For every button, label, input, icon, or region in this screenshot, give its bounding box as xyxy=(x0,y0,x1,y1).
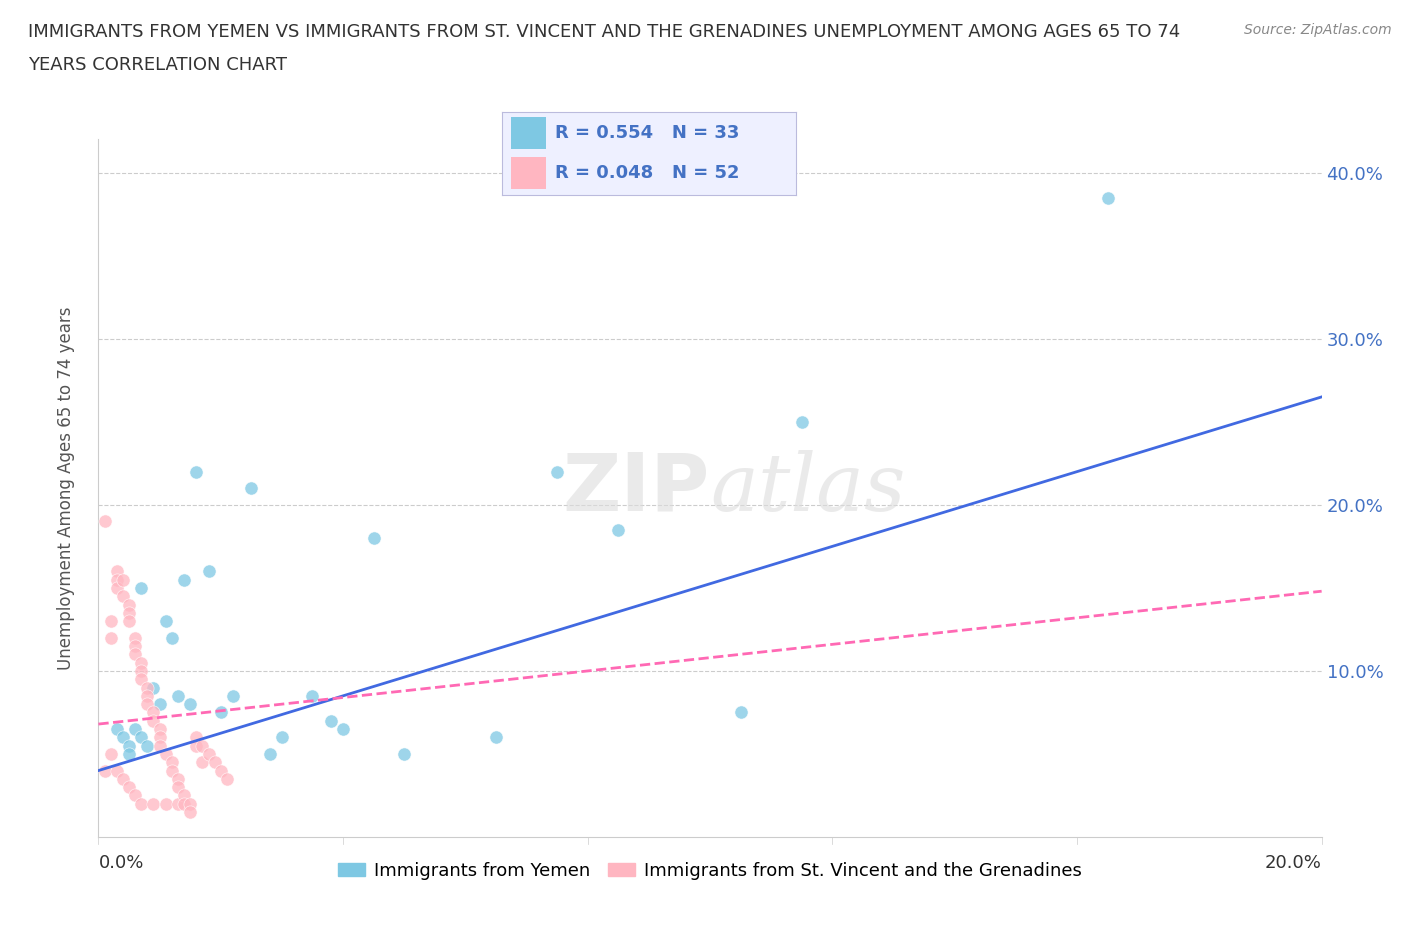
Point xyxy=(197,564,219,578)
Point xyxy=(105,564,128,578)
Point xyxy=(136,697,159,711)
Point xyxy=(129,580,152,595)
Point xyxy=(179,697,201,711)
Point xyxy=(100,747,122,762)
Point xyxy=(118,747,141,762)
Point xyxy=(167,688,190,703)
Point xyxy=(93,764,115,778)
Point xyxy=(204,755,226,770)
Point xyxy=(136,738,159,753)
Point xyxy=(118,597,141,612)
Y-axis label: Unemployment Among Ages 65 to 74 years: Unemployment Among Ages 65 to 74 years xyxy=(56,307,75,670)
Point xyxy=(160,755,183,770)
Point xyxy=(149,738,172,753)
Point xyxy=(136,680,159,695)
Point xyxy=(111,730,134,745)
Point xyxy=(209,705,232,720)
Point xyxy=(485,730,508,745)
Point xyxy=(167,779,190,794)
Text: Source: ZipAtlas.com: Source: ZipAtlas.com xyxy=(1244,23,1392,37)
Point xyxy=(149,697,172,711)
Point xyxy=(215,772,238,787)
Point xyxy=(149,722,172,737)
Point xyxy=(270,730,292,745)
Point xyxy=(155,796,177,811)
Point xyxy=(607,523,630,538)
Point xyxy=(155,747,177,762)
Point xyxy=(160,631,183,645)
Point xyxy=(118,614,141,629)
Point xyxy=(129,671,152,686)
Point xyxy=(186,464,208,479)
Point xyxy=(100,631,122,645)
Point xyxy=(111,589,134,604)
Point xyxy=(136,688,159,703)
Point xyxy=(167,772,190,787)
Point xyxy=(129,663,152,678)
Point xyxy=(1097,191,1119,206)
Point xyxy=(142,713,165,728)
Point xyxy=(105,764,128,778)
Point xyxy=(240,481,263,496)
Point xyxy=(319,713,342,728)
Point xyxy=(790,415,813,430)
Point xyxy=(332,722,354,737)
Point xyxy=(197,747,219,762)
Point xyxy=(186,730,208,745)
Point xyxy=(129,730,152,745)
Point xyxy=(222,688,245,703)
Point xyxy=(129,656,152,671)
Point xyxy=(142,705,165,720)
Point xyxy=(124,639,146,654)
Point xyxy=(392,747,416,762)
Point xyxy=(111,772,134,787)
Point xyxy=(730,705,752,720)
Text: ZIP: ZIP xyxy=(562,449,710,527)
Point xyxy=(179,804,201,819)
Point xyxy=(186,738,208,753)
Point xyxy=(105,580,128,595)
Point xyxy=(111,572,134,587)
Point xyxy=(191,738,214,753)
Point xyxy=(93,514,115,529)
Point xyxy=(301,688,323,703)
Point xyxy=(124,647,146,662)
Text: 0.0%: 0.0% xyxy=(98,855,143,872)
Point xyxy=(118,738,141,753)
Point xyxy=(173,788,195,803)
Text: IMMIGRANTS FROM YEMEN VS IMMIGRANTS FROM ST. VINCENT AND THE GRENADINES UNEMPLOY: IMMIGRANTS FROM YEMEN VS IMMIGRANTS FROM… xyxy=(28,23,1181,41)
Point xyxy=(546,464,568,479)
Point xyxy=(124,722,146,737)
Text: atlas: atlas xyxy=(710,449,905,527)
Point xyxy=(142,680,165,695)
Point xyxy=(149,730,172,745)
Point xyxy=(124,788,146,803)
Point xyxy=(118,605,141,620)
Text: YEARS CORRELATION CHART: YEARS CORRELATION CHART xyxy=(28,56,287,73)
Point xyxy=(173,796,195,811)
Point xyxy=(118,779,141,794)
Point xyxy=(209,764,232,778)
Point xyxy=(259,747,281,762)
Legend: Immigrants from Yemen, Immigrants from St. Vincent and the Grenadines: Immigrants from Yemen, Immigrants from S… xyxy=(330,855,1090,887)
Point xyxy=(105,722,128,737)
Point xyxy=(167,796,190,811)
Point xyxy=(129,796,152,811)
Text: 20.0%: 20.0% xyxy=(1265,855,1322,872)
Point xyxy=(124,631,146,645)
Point xyxy=(142,796,165,811)
Point xyxy=(105,572,128,587)
Point xyxy=(363,531,385,546)
Point xyxy=(179,796,201,811)
Point xyxy=(155,614,177,629)
Point xyxy=(191,755,214,770)
Point xyxy=(160,764,183,778)
Point xyxy=(173,572,195,587)
Point xyxy=(100,614,122,629)
